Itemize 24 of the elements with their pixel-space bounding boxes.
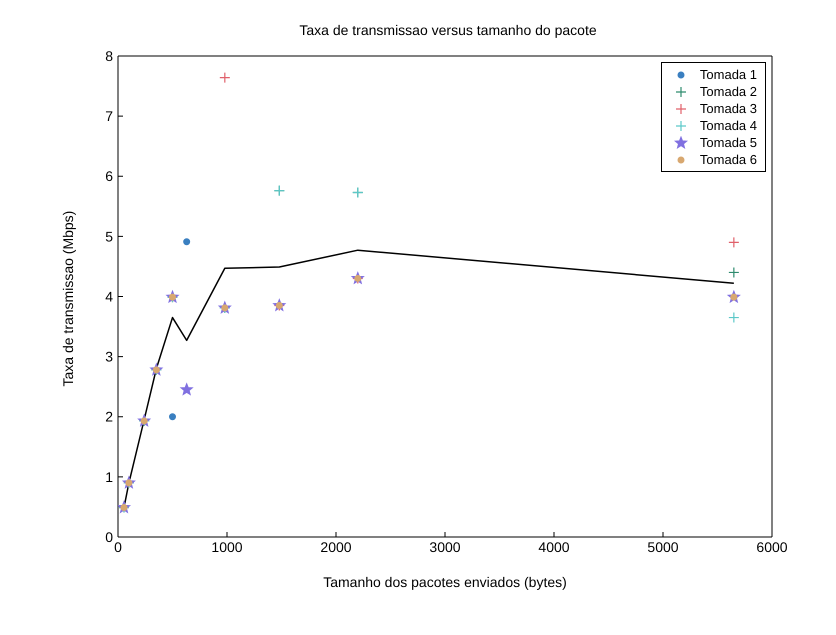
y-tick-label: 5 [105,228,114,244]
legend-label: Tomada 3 [700,101,757,116]
x-axis-title: Tamanho dos pacotes enviados (bytes) [323,574,567,590]
legend-label: Tomada 5 [700,135,757,150]
legend-label: Tomada 4 [700,118,757,133]
legend-label: Tomada 2 [700,84,757,99]
legend-label: Tomada 1 [700,67,757,82]
y-tick-label: 0 [105,528,114,545]
x-tick-label: 5000 [647,538,679,555]
y-tick-label: 6 [105,168,114,184]
y-tick-label: 1 [105,468,114,485]
x-tick-label: 4000 [538,538,570,555]
x-tick-label: 3000 [429,538,461,555]
y-tick-label: 3 [105,348,114,365]
y-tick-label: 2 [105,408,114,425]
x-tick-label: 2000 [320,538,352,555]
y-axis-title: Taxa de transmissao (Mbps) [60,210,76,386]
y-tick-label: 8 [105,48,114,64]
x-tick-label: 6000 [756,538,788,555]
y-tick-label: 4 [105,288,114,304]
y-tick-label: 7 [105,108,114,124]
legend-label: Tomada 6 [700,152,757,167]
chart-title: Taxa de transmissao versus tamanho do pacote [298,22,598,38]
x-tick-label: 1000 [211,538,243,555]
